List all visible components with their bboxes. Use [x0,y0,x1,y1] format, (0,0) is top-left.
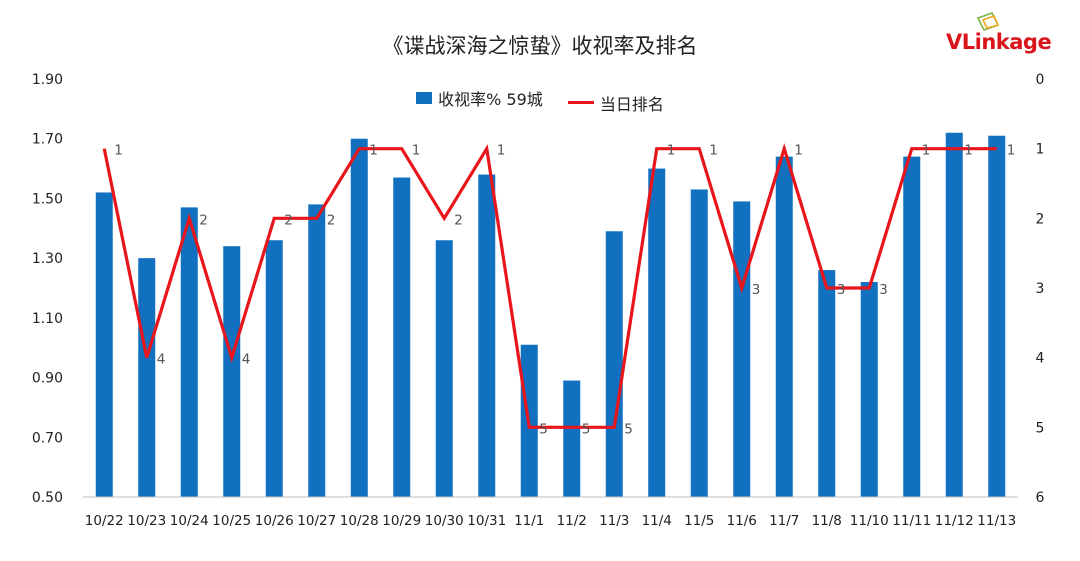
rank-data-label: 4 [157,352,166,368]
bar [690,189,708,497]
rank-data-label: 3 [837,282,846,298]
legend-item-line: 当日排名 [567,91,664,115]
y-right-tick-label: 6 [1036,490,1045,506]
bar [563,380,581,497]
x-tick-label: 10/27 [297,513,336,529]
x-tick-label: 11/1 [514,513,544,529]
bar [180,207,198,497]
bar [605,231,623,497]
rank-data-label: 3 [879,282,888,298]
rank-data-label: 2 [327,212,336,228]
rank-data-label: 2 [199,212,208,228]
rank-data-label: 4 [242,352,251,368]
x-tick-label: 11/12 [935,513,974,529]
y-left-tick-label: 1.30 [32,251,63,267]
x-tick-label: 11/8 [812,513,842,529]
legend-bar-label: 收视率% 59城 [438,90,543,109]
x-tick-label: 11/10 [850,513,889,529]
bar [308,204,326,497]
rank-data-label: 1 [369,143,378,159]
legend-bar-swatch [416,92,433,104]
y-left-tick-label: 0.70 [32,430,63,446]
x-tick-label: 10/30 [425,513,464,529]
bar [988,135,1006,497]
y-right-tick-label: 5 [1036,420,1045,436]
x-tick-label: 10/31 [467,513,506,529]
bar [648,168,666,498]
x-tick-label: 11/4 [642,513,672,529]
y-left-tick-label: 0.50 [32,490,63,506]
x-tick-label: 10/28 [340,513,379,529]
rank-data-label: 1 [114,143,123,159]
y-right-tick-label: 0 [1036,72,1045,88]
x-tick-label: 11/2 [557,513,587,529]
x-tick-label: 10/25 [212,513,251,529]
x-tick-label: 10/24 [170,513,209,529]
x-tick-label: 10/22 [85,513,124,529]
legend-item-bar: 收视率% 59城 [416,86,543,110]
bar [903,156,921,497]
x-tick-label: 11/11 [892,513,931,529]
rank-data-label: 1 [667,143,676,159]
x-tick-label: 10/26 [255,513,294,529]
legend-line-swatch [567,101,594,104]
y-left-tick-label: 1.70 [32,132,63,148]
rank-data-label: 5 [582,421,591,437]
y-right-tick-label: 1 [1036,142,1045,158]
bar [733,201,751,497]
rank-data-label: 5 [624,421,633,437]
vlinkage-logo: VLinkage [946,12,1066,60]
rank-data-label: 3 [752,282,761,298]
x-tick-label: 11/6 [727,513,757,529]
y-right-tick-label: 3 [1036,281,1045,297]
rank-data-label: 1 [794,143,803,159]
y-right-tick-label: 4 [1036,351,1045,367]
rank-data-label: 1 [964,143,973,159]
legend: 收视率% 59城 当日排名 [0,86,1080,115]
y-left-tick-label: 0.90 [32,371,63,387]
legend-line-label: 当日排名 [599,94,664,114]
chart-title: 《谍战深海之惊蛰》收视率及排名 [382,34,698,58]
rank-data-label: 1 [709,143,718,159]
bar [350,138,368,497]
rank-data-label: 1 [497,143,506,159]
bar [945,132,963,497]
x-tick-label: 11/5 [684,513,714,529]
rank-data-label: 1 [1007,143,1016,159]
bar [95,192,113,497]
bar [860,282,878,497]
x-tick-label: 11/3 [599,513,629,529]
bar [138,258,156,497]
logo-text: VLinkage [946,30,1052,54]
y-left-tick-label: 1.90 [32,72,63,88]
bar [478,174,496,498]
x-tick-label: 10/23 [127,513,166,529]
y-right-tick-label: 2 [1036,211,1045,227]
rank-data-label: 5 [539,421,548,437]
x-tick-label: 11/7 [769,513,799,529]
x-tick-label: 11/13 [977,513,1016,529]
rank-line [102,143,997,429]
bar [393,177,411,497]
bar [818,270,836,497]
y-left-tick-label: 1.50 [32,191,63,207]
rank-data-label: 1 [922,143,931,159]
bar [435,240,453,497]
y-left-tick-label: 1.10 [32,311,63,327]
bar [223,246,241,497]
rank-data-label: 2 [284,212,293,228]
logo-mark-icon [976,12,1000,31]
rank-data-label: 2 [454,212,463,228]
bar [265,240,283,497]
x-tick-label: 10/29 [382,513,421,529]
bar [775,156,793,497]
rank-data-label: 1 [412,143,421,159]
